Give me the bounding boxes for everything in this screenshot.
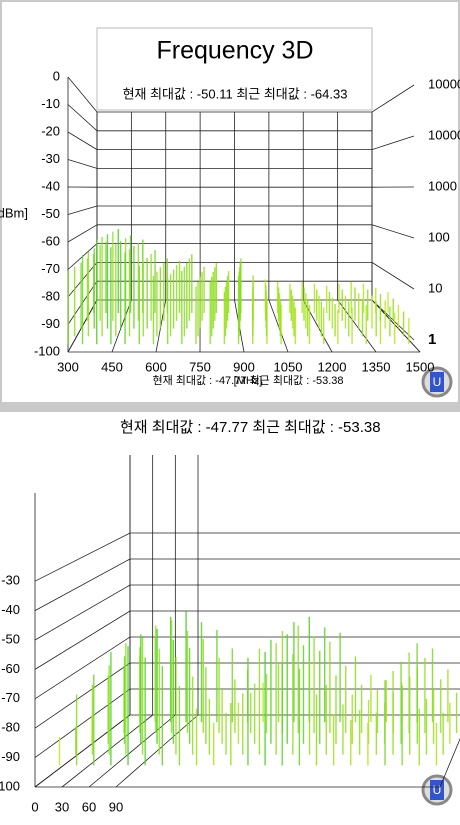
y2-tick-label: 10000 [428,127,460,142]
grid-line [34,610,131,670]
y-tick-label: -80 [1,720,20,735]
grid-line [371,224,415,239]
x-axis-label: 현재 최대값 : -47.77 최근 최대값 : -53.38 [152,374,343,387]
y-tick-label: -10 [41,96,60,111]
y-tick-label: -100 [0,778,20,793]
y-tick-label: -30 [1,573,20,588]
grid-line [371,84,415,113]
grid-line [34,532,131,582]
x-axis-label: [MHz] [234,375,263,387]
svg-text:U: U [433,375,442,389]
grid-line [67,131,98,150]
grid-line [67,104,98,132]
grid-line [34,636,131,700]
y2-tick-label: 100000 [428,76,460,91]
y2-tick-label: 100 [428,229,450,244]
y-tick-label: -20 [41,123,60,138]
grid-line [268,299,289,353]
y2-tick-label: 10 [428,280,442,295]
x-tick-label: 1500 [406,359,435,374]
grid-line [67,224,98,243]
y-axis-label: [dBm] [0,205,28,220]
x-tick-label: 30 [55,799,69,814]
grid-line [111,299,132,353]
x-tick-label: 90 [109,799,123,814]
grid-line [67,205,98,215]
x-tick-label: 900 [233,359,255,374]
y-tick-label: -80 [41,288,60,303]
grid-line [34,584,131,641]
grid-line [67,76,98,113]
grid-line [34,662,131,729]
y-tick-label: -40 [41,178,60,193]
x-tick-label: 1050 [274,359,303,374]
x-tick-label: 60 [82,799,96,814]
grid-line [67,159,98,169]
grid-line [34,688,131,758]
y-tick-label: -90 [41,316,60,331]
x-tick-label: 300 [57,359,79,374]
title-box [96,27,373,111]
grid-line [371,135,415,150]
wall-edge [439,737,460,788]
u-button[interactable]: U [421,366,453,398]
grid-line [371,262,415,290]
y-tick-label: -40 [1,602,20,617]
x-tick-label: 1200 [318,359,347,374]
y-tick-label: -90 [1,749,20,764]
x-tick-label: 600 [145,359,167,374]
y-tick-label: -60 [41,233,60,248]
x-tick-label: 450 [101,359,123,374]
y-tick-label: -60 [1,661,20,676]
chart-subtitle: 현재 최대값 : -47.77 최근 최대값 : -53.38 [120,419,381,436]
x-tick-label: 750 [189,359,211,374]
grid-line [34,714,131,788]
x-tick-label: 0 [31,799,38,814]
grid-line [61,714,153,788]
svg-text:U: U [433,783,442,797]
chart-subtitle: 현재 최대값 : -50.11 최근 최대값 : -64.33 [123,86,348,101]
y-tick-label: -50 [1,631,20,646]
y-tick-label: -50 [41,206,60,221]
grid-line [337,299,377,353]
y-tick-label: 0 [53,68,60,83]
grid-line [34,558,131,611]
u-button[interactable]: U [421,774,453,806]
grid-line [88,714,176,788]
y-tick-label: -100 [34,343,60,358]
grid-line [115,714,199,788]
x-tick-label: 1350 [362,359,391,374]
y-tick-label: -70 [41,261,60,276]
y-tick-label: -30 [41,151,60,166]
chart-title: Frequency 3D [156,37,313,65]
panel-bottom [0,412,460,825]
y2-tick-label: 1000 [428,178,457,193]
y-tick-label: -70 [1,690,20,705]
y2-tick-label: 1 [428,331,436,348]
